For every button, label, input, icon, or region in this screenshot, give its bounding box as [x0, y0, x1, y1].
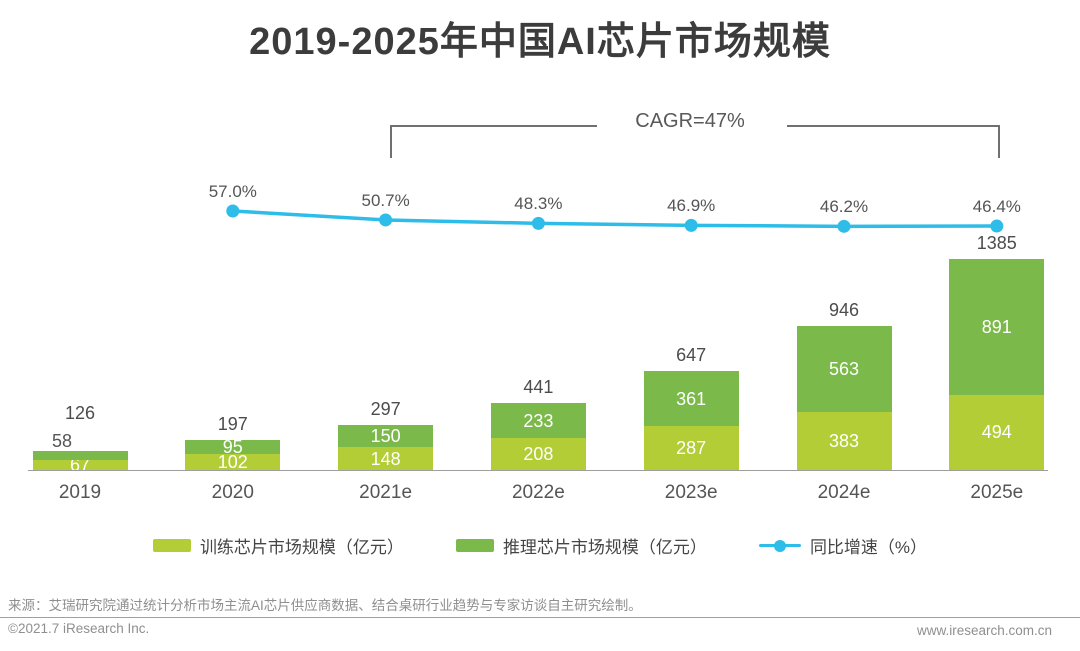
segment-value-label: 287 [676, 438, 707, 459]
bar-segment-inference: 891 [949, 259, 1045, 395]
growth-point [531, 216, 545, 230]
bar-segment-inference [32, 450, 128, 460]
segment-value-label: 95 [222, 437, 243, 458]
bar-segment-train: 102 [185, 452, 281, 473]
x-axis-label: 2019 [58, 482, 102, 503]
website-link: www.iresearch.com.cn [916, 623, 1052, 638]
bar-segment-inference: 95 [185, 437, 281, 458]
bar-total-label: 441 [523, 376, 554, 397]
bar-segment-train: 67 [32, 456, 128, 474]
segment-value-label-outside: 58 [51, 430, 73, 451]
cagr-bracket-right-tick [998, 125, 1000, 158]
bar-total-label: 946 [828, 299, 860, 320]
segment-value-label: 563 [828, 358, 860, 379]
cagr-annotation: CAGR=47% [635, 110, 745, 132]
growth-point [684, 218, 698, 232]
cagr-bracket-left-tick [390, 125, 392, 158]
growth-point-label: 48.3% [514, 194, 563, 214]
growth-point [379, 213, 393, 227]
bar-segment-train: 494 [949, 394, 1045, 470]
x-axis-label: 2023e [664, 482, 718, 503]
legend-dot-icon [773, 539, 786, 552]
growth-point [837, 219, 851, 233]
segment-value-label: 383 [828, 430, 860, 451]
bar-segment-inference: 361 [643, 371, 739, 427]
bar-segment-train: 287 [643, 426, 739, 470]
legend-line-marker-icon [758, 539, 801, 552]
bar-total-label: 197 [217, 413, 248, 434]
legend-label: 训练芯片市场规模（亿元） [199, 538, 404, 557]
chart-title: 2019-2025年中国AI芯片市场规模 [249, 21, 831, 63]
x-axis-label: 2020 [211, 482, 254, 503]
growth-point-label: 46.4% [972, 197, 1021, 217]
copyright-note: ©2021.7 iResearch Inc. [8, 621, 150, 636]
growth-point-label: 46.9% [667, 196, 716, 216]
source-note: 来源：艾瑞研究院通过统计分析市场主流AI芯片供应商数据、结合桌研行业趋势与专家访… [0, 594, 1080, 618]
legend-label: 同比增速（%） [809, 538, 928, 557]
bar-segment-train: 148 [338, 447, 434, 470]
cagr-bracket-right-horizontal [787, 125, 1000, 127]
bar-total-label: 126 [64, 402, 96, 423]
x-axis-label: 2025e [970, 482, 1024, 503]
segment-value-label: 102 [217, 452, 248, 473]
x-axis-label: 2021e [359, 482, 413, 503]
bar-total-label: 647 [676, 345, 707, 366]
legend-item: 推理芯片市场规模（亿元） [455, 533, 707, 558]
chart-legend: 训练芯片市场规模（亿元） 推理芯片市场规模（亿元） 同比增速（%） [0, 533, 1080, 558]
x-axis-label: 2024e [817, 482, 871, 503]
legend-item: 训练芯片市场规模（亿元） [152, 533, 404, 558]
bar-segment-inference: 150 [338, 424, 434, 448]
segment-value-label: 233 [523, 410, 554, 431]
bar-segment-train: 208 [490, 438, 586, 470]
legend-item: 同比增速（%） [758, 533, 928, 558]
growth-point [226, 204, 240, 218]
segment-value-label: 148 [370, 448, 401, 469]
cagr-bracket-left-horizontal [390, 125, 597, 127]
segment-value-label: 494 [981, 422, 1012, 443]
segment-value-label: 208 [523, 444, 554, 465]
segment-value-label: 67 [69, 454, 91, 475]
growth-point-label: 46.2% [819, 197, 869, 217]
bar-segment-inference: 233 [490, 402, 586, 439]
legend-swatch-icon [455, 539, 494, 552]
segment-value-label: 150 [370, 426, 401, 447]
segment-value-label: 891 [981, 316, 1012, 337]
segment-value-label: 361 [676, 388, 707, 409]
legend-label: 推理芯片市场规模（亿元） [502, 538, 707, 557]
bar-segment-inference: 563 [796, 325, 892, 412]
bar-total-label: 1385 [976, 233, 1017, 253]
bar-total-label: 297 [370, 398, 401, 419]
growth-point-label: 57.0% [208, 182, 257, 201]
growth-point [990, 219, 1004, 233]
growth-point-label: 50.7% [361, 190, 410, 210]
x-axis-line [28, 470, 1048, 471]
x-axis-label: 2022e [511, 482, 565, 503]
bar-segment-train: 383 [796, 411, 892, 470]
legend-swatch-icon [152, 539, 191, 552]
